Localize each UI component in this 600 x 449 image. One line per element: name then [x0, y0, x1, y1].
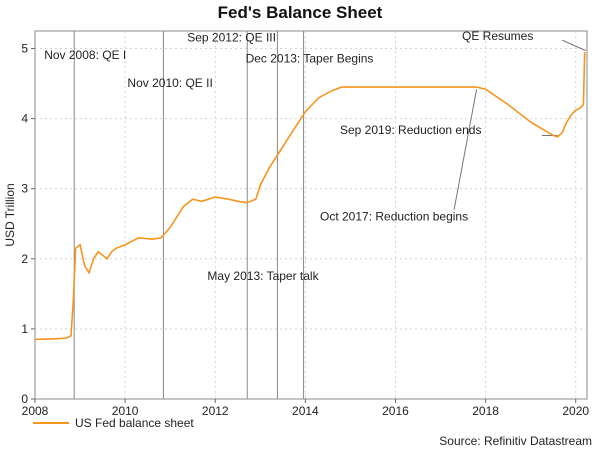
y-tick-label: 4: [21, 112, 28, 126]
y-tick-label: 2: [21, 252, 28, 266]
y-tick-label: 1: [21, 322, 28, 336]
x-tick-label: 2018: [472, 404, 499, 418]
event-lines: [73, 31, 305, 399]
annotation-leader: [453, 89, 478, 210]
x-tick-label: 2008: [22, 404, 49, 418]
y-tick-label: 3: [21, 182, 28, 196]
x-tick-label: 2020: [562, 404, 589, 418]
series-line-us-fed-balance-sheet: [34, 51, 586, 341]
annotation-label: Nov 2008: QE I: [44, 48, 126, 62]
y-tick-label: 5: [21, 42, 28, 56]
annotation-label: Oct 2017: Reduction begins: [320, 209, 468, 223]
annotation-label: May 2013: Taper talk: [207, 269, 319, 283]
x-tick-label: 2010: [112, 404, 139, 418]
legend-label: US Fed balance sheet: [75, 416, 194, 430]
annotation-label: Nov 2010: QE II: [127, 76, 212, 90]
annotation-leader: [562, 39, 586, 52]
source-note: Source: Refinitiv Datastream: [439, 434, 592, 448]
annotation-label: Sep 2019: Reduction ends: [340, 123, 481, 137]
y-axis-label: USD Trillion: [3, 183, 17, 246]
x-tick-label: 2016: [382, 404, 409, 418]
x-tick-label: 2014: [292, 404, 319, 418]
legend: US Fed balance sheet: [33, 416, 194, 430]
chart-title: Fed's Balance Sheet: [217, 3, 383, 22]
legend-swatch: [33, 422, 69, 424]
x-axis-ticks: 2008 2010 2012 2014 2016 2018 2020: [22, 399, 589, 418]
annotation-label: Sep 2012: QE III: [187, 31, 276, 45]
y-axis-ticks: 0 1 2 3 4 5: [21, 42, 35, 406]
x-tick-label: 2012: [202, 404, 229, 418]
annotation-label: Dec 2013: Taper Begins: [246, 52, 374, 66]
plot-area: [34, 30, 588, 400]
y-tick-label: 0: [21, 392, 28, 406]
grid-layer: [35, 31, 587, 399]
annotation-label: QE Resumes: [462, 29, 533, 43]
